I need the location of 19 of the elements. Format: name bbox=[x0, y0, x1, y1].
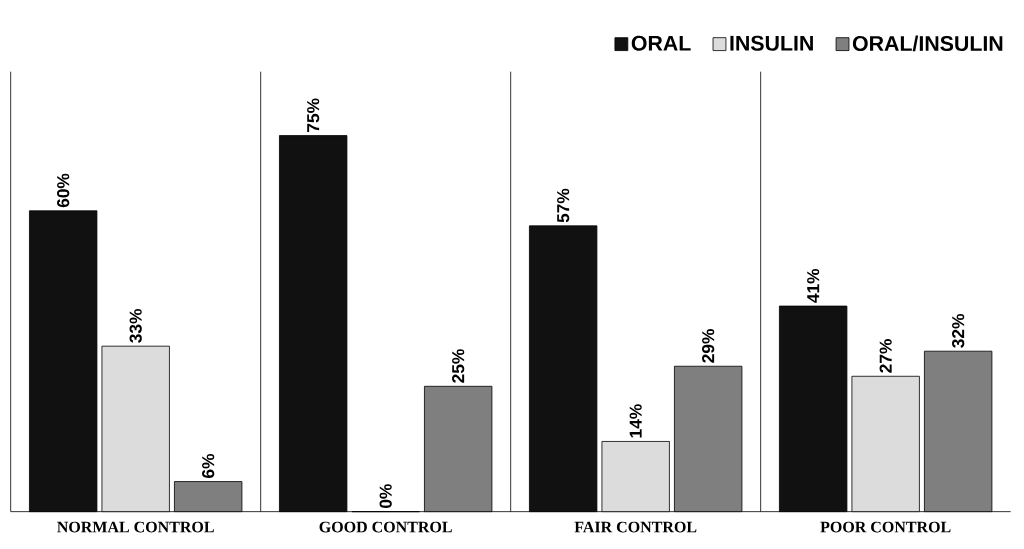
x-tick-label: POOR CONTROL bbox=[820, 521, 951, 533]
data-label: 57% bbox=[557, 188, 570, 223]
data-label: 6% bbox=[202, 454, 215, 479]
x-tick-label: FAIR CONTROL bbox=[574, 521, 697, 533]
data-label: 25% bbox=[452, 349, 465, 383]
x-tick-label: GOOD CONTROL bbox=[319, 521, 452, 533]
data-label: 29% bbox=[702, 329, 715, 363]
data-label: 27% bbox=[879, 339, 892, 373]
data-label: 60% bbox=[57, 173, 70, 208]
data-label: 32% bbox=[952, 314, 965, 348]
legend-label: INSULIN bbox=[730, 35, 813, 51]
legend-label: ORAL/INSULIN bbox=[852, 35, 1003, 52]
data-label: 14% bbox=[629, 404, 642, 438]
data-label: 0% bbox=[379, 484, 392, 509]
data-label: 33% bbox=[129, 309, 142, 343]
legend-label: ORAL bbox=[631, 35, 691, 51]
x-tick-label: NORMAL CONTROL bbox=[57, 521, 214, 533]
data-label: 75% bbox=[307, 98, 320, 132]
data-label: 41% bbox=[807, 268, 820, 303]
